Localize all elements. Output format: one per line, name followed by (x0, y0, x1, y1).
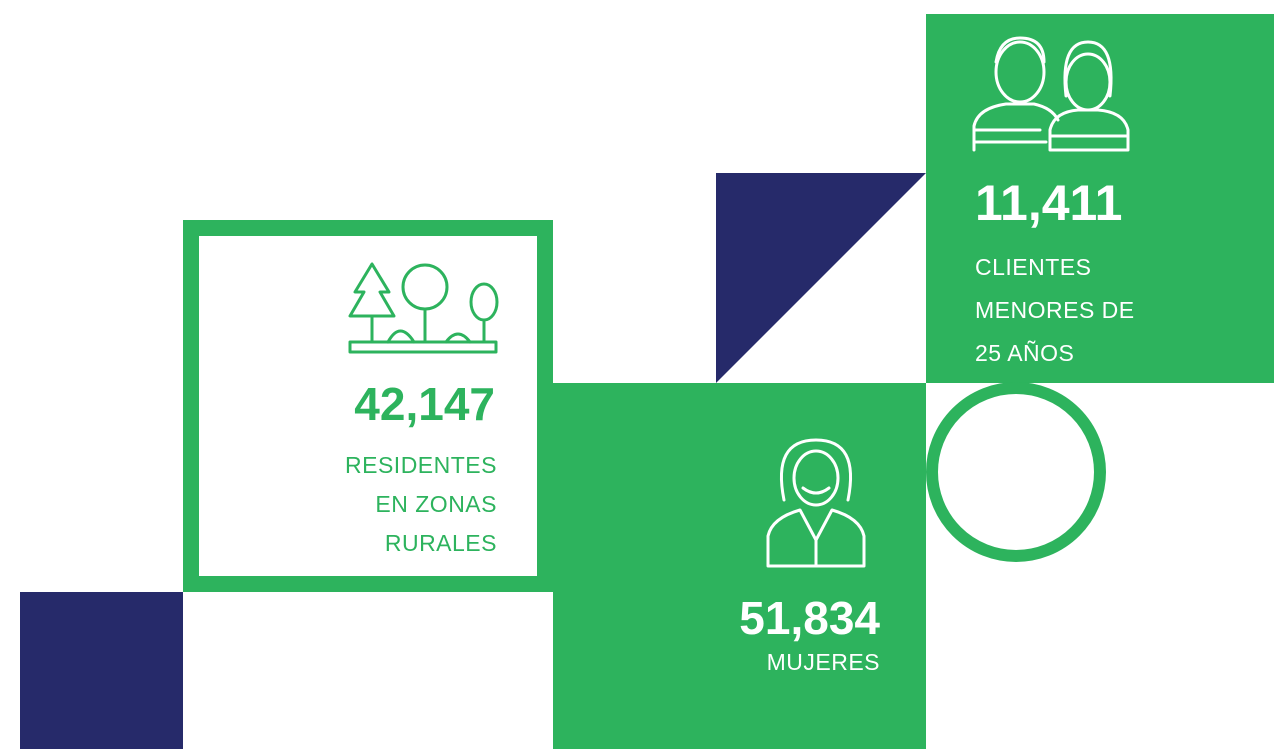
stat-label: CLIENTES (975, 254, 1091, 280)
rural-icon (348, 262, 499, 354)
stat-value: 11,411 (975, 175, 1122, 231)
stat-value: 51,834 (739, 592, 880, 644)
navy-triangle (716, 173, 926, 383)
stat-label: RURALES (385, 530, 497, 556)
green-square-center (553, 383, 926, 749)
green-square-top (926, 14, 1274, 383)
stat-label: EN ZONAS (375, 491, 497, 517)
stat-label: MENORES DE (975, 297, 1135, 323)
stat-value: 42,147 (354, 378, 495, 430)
stat-label: RESIDENTES (345, 452, 497, 478)
woman-icon (766, 438, 866, 568)
stat-label: MUJERES (767, 649, 880, 675)
navy-square (20, 592, 183, 749)
stat-label: 25 AÑOS (975, 340, 1074, 366)
outlined-square (183, 220, 553, 592)
youth-icon (972, 36, 1130, 152)
green-ring (926, 382, 1106, 562)
